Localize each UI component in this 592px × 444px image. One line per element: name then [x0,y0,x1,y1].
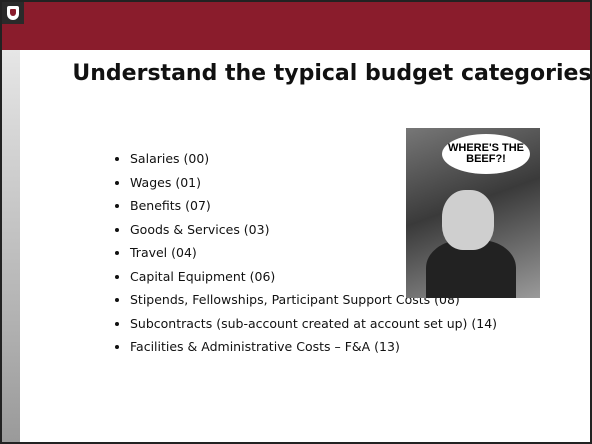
slide-title: Understand the typical budget categories [62,60,592,88]
sidebar [2,50,20,442]
bullet-item: Subcontracts (sub-account created at acc… [110,314,497,338]
page: {"slide": {"title": "Understand the typi… [0,0,592,444]
slide: Understand the typical budget categories… [0,0,592,444]
photo: WHERE'S THE BEEF?! [406,128,540,298]
photo-face [442,190,494,250]
bullet-item: Facilities & Administrative Costs – F&A … [110,337,497,361]
speech-bubble: WHERE'S THE BEEF?! [442,134,530,174]
header-bar [2,2,590,50]
logo-mark [7,6,19,20]
logo [2,2,24,24]
